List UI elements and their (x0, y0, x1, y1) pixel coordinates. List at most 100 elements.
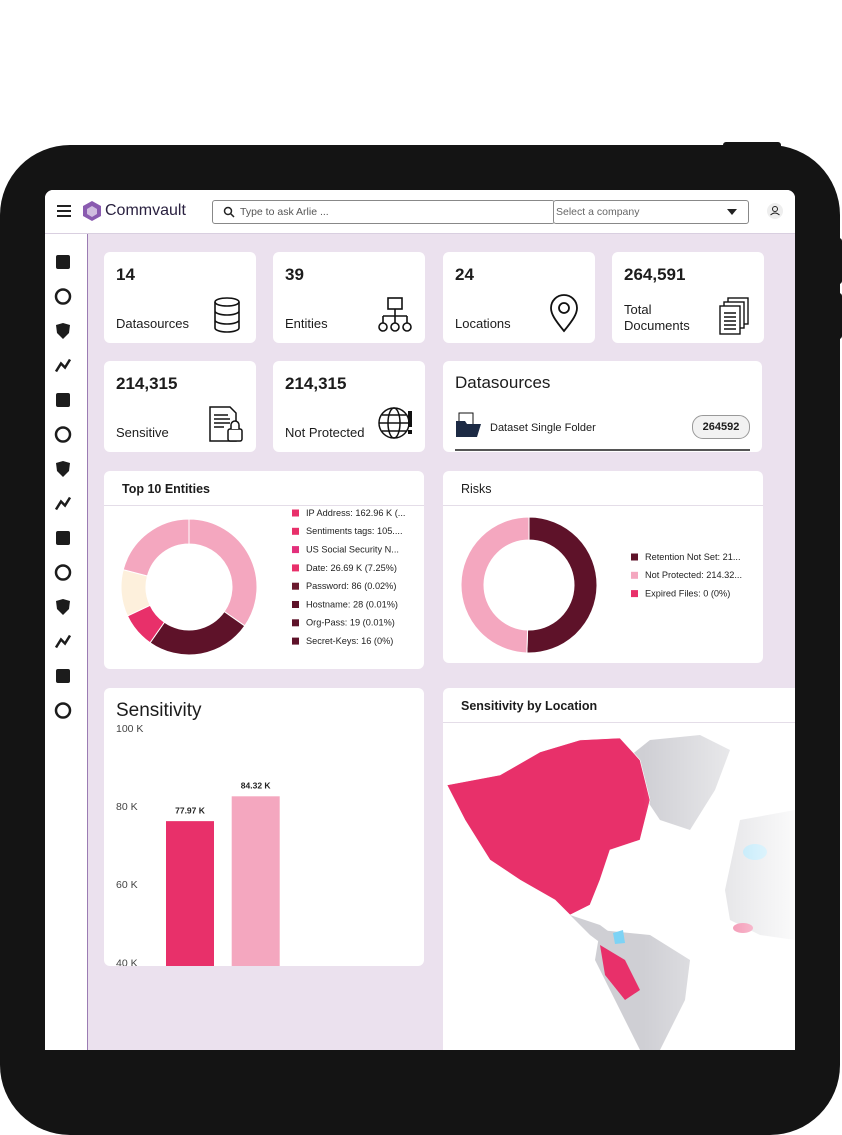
search-icon (223, 206, 235, 218)
icon-shape (56, 290, 70, 304)
page: Commvault Type to ask Arlie ... Select a… (0, 0, 842, 1050)
icon-shape (56, 360, 70, 372)
icon-shape (56, 428, 70, 442)
stat-label: Locations (455, 316, 511, 331)
legend-swatch (292, 510, 299, 517)
datasource-name[interactable]: Dataset Single Folder (490, 422, 596, 434)
legend-label: Date: 26.69 K (7.25%) (306, 563, 397, 573)
datasources-panel: Datasources Dataset Single Folder 264592 (443, 361, 762, 452)
nav-icon[interactable] (56, 566, 70, 580)
secure-document-icon (208, 405, 246, 445)
donut-segment (527, 517, 597, 653)
icon-shape (56, 704, 70, 718)
sidebar (45, 234, 88, 1050)
stat-value: 264,591 (624, 265, 685, 285)
stat-card: 214,315 Not Protected (273, 361, 425, 452)
icon-shape (56, 531, 70, 545)
location-icon (549, 294, 579, 334)
legend-swatch (292, 546, 299, 553)
nav-icon[interactable] (56, 669, 70, 683)
brand: Commvault (105, 202, 186, 220)
logo (81, 200, 103, 222)
y-tick-label: 40 K (116, 957, 138, 966)
nav-icon[interactable] (56, 360, 70, 372)
legend-label: Org-Pass: 19 (0.01%) (306, 618, 395, 628)
folder-icon (455, 411, 483, 439)
database-icon (212, 296, 242, 336)
globe-alert-icon (377, 405, 417, 445)
icon-shape (56, 461, 70, 477)
y-tick-label: 80 K (116, 801, 138, 813)
nav-icon[interactable] (56, 290, 70, 304)
nav-icon[interactable] (56, 636, 70, 648)
bar (166, 821, 214, 966)
value-label: 84.32 K (241, 781, 272, 791)
map-panel: Sensitivity by Location (443, 688, 795, 1050)
icon-shape (56, 566, 70, 580)
legend-label: Sentiments tags: 105.... (306, 526, 403, 536)
search-placeholder: Type to ask Arlie ... (240, 206, 329, 218)
stat-value: 14 (116, 265, 135, 285)
legend-label: Retention Not Set: 21... (645, 552, 741, 562)
search-box[interactable]: Type to ask Arlie ... (212, 200, 555, 224)
nav-icon[interactable] (56, 704, 70, 718)
screen: Commvault Type to ask Arlie ... Select a… (45, 190, 795, 1050)
donut-segment (461, 517, 529, 653)
legend-swatch (292, 619, 299, 626)
world-map (443, 688, 795, 1050)
menu-button[interactable] (55, 202, 75, 222)
nav-icon[interactable] (56, 498, 70, 510)
icon-shape (56, 636, 70, 648)
risks-panel: Risks Retention Not Set: 21...Not Protec… (443, 471, 763, 663)
nav-icon[interactable] (56, 323, 70, 339)
legend-swatch (292, 638, 299, 645)
nav-icon[interactable] (56, 255, 70, 269)
select-placeholder: Select a company (556, 206, 639, 218)
legend-label: Secret-Keys: 16 (0%) (306, 636, 393, 646)
y-tick-label: 60 K (116, 879, 138, 891)
legend-label: Not Protected: 214.32... (645, 570, 742, 580)
bar (232, 796, 280, 966)
stat-label: Entities (285, 316, 328, 331)
documents-icon (718, 296, 750, 336)
stat-value: 214,315 (116, 374, 177, 394)
legend-swatch (292, 583, 299, 590)
top-entities-panel: Top 10 Entities IP Address: 162.96 K (..… (104, 471, 424, 669)
donut-segment (150, 612, 245, 655)
icon-shape (56, 599, 70, 615)
legend-label: Password: 86 (0.02%) (306, 581, 396, 591)
company-select[interactable]: Select a company (553, 200, 749, 224)
network-icon (377, 296, 413, 336)
legend-label: IP Address: 162.96 K (... (306, 508, 405, 518)
legend-swatch (292, 601, 299, 608)
icon-shape (56, 255, 70, 269)
stat-card: 24 Locations (443, 252, 595, 343)
nav-icon[interactable] (56, 461, 70, 477)
icon-shape (56, 498, 70, 510)
stat-value: 214,315 (285, 374, 346, 394)
stat-label: Total Documents (624, 302, 694, 334)
stat-card: 214,315 Sensitive (104, 361, 256, 452)
panel-title: Datasources (455, 373, 550, 393)
donut-chart: IP Address: 162.96 K (... Sentiments tags… (104, 471, 424, 669)
legend-swatch (631, 572, 638, 579)
legend-label: Hostname: 28 (0.01%) (306, 599, 398, 609)
nav-icon[interactable] (56, 531, 70, 545)
nav-icon[interactable] (56, 428, 70, 442)
legend-swatch (631, 554, 638, 561)
icon-shape (56, 323, 70, 339)
divider (455, 449, 750, 451)
nav-icon[interactable] (56, 599, 70, 615)
dropdown-arrow (726, 208, 738, 216)
stat-label: Sensitive (116, 425, 169, 440)
value-label: 77.97 K (175, 805, 206, 815)
legend-swatch (292, 528, 299, 535)
region (447, 738, 650, 915)
stat-card: 14 Datasources (104, 252, 256, 343)
legend-label: Expired Files: 0 (0%) (645, 589, 730, 599)
user-button[interactable] (766, 202, 784, 220)
header: Commvault Type to ask Arlie ... Select a… (45, 190, 795, 234)
nav-icon[interactable] (56, 393, 70, 407)
fade (643, 723, 795, 1050)
